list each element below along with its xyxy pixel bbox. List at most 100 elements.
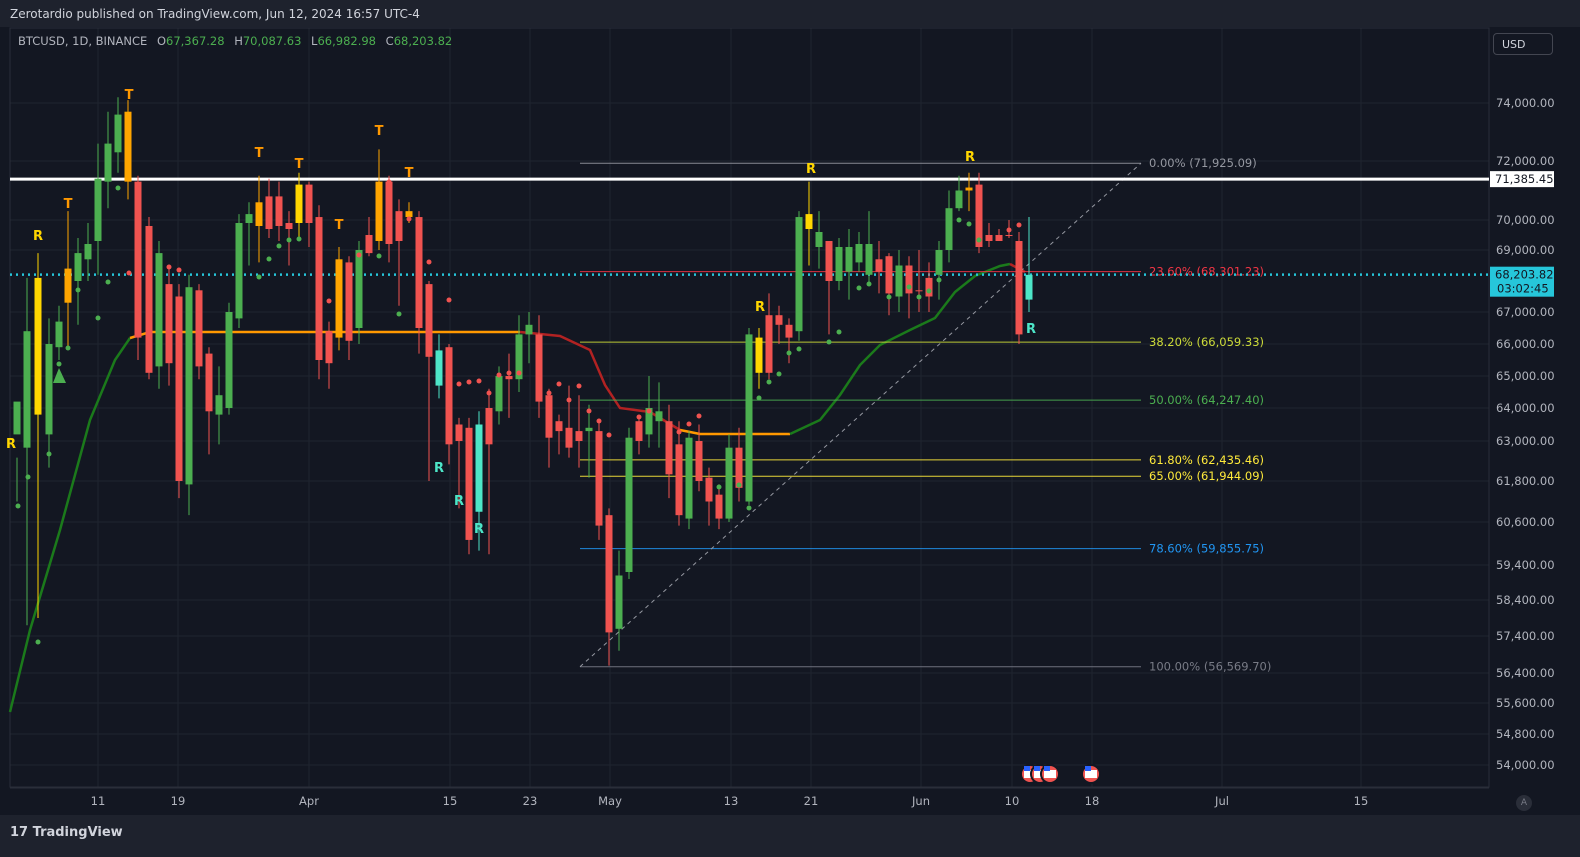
candle (725, 434, 733, 522)
candle-body (395, 211, 403, 241)
candle-body (925, 277, 933, 297)
fib-level-label: 100.00% (56,569.70) (1149, 660, 1271, 674)
signal-marker-t: T (405, 166, 414, 181)
candle (215, 366, 223, 445)
candle (94, 143, 102, 275)
fib-level-label: 50.00% (64,247.40) (1149, 393, 1264, 407)
candle (124, 100, 132, 200)
currency-button[interactable]: USD (1493, 33, 1553, 55)
signal-marker-r: R (6, 437, 16, 452)
candle (104, 111, 112, 209)
candle (745, 328, 753, 505)
candle (295, 172, 303, 238)
candle (415, 211, 423, 354)
candle (205, 347, 213, 455)
signal-dot (176, 267, 182, 273)
candle (665, 404, 673, 499)
candle-body (965, 187, 973, 191)
candle (435, 334, 443, 399)
signal-marker-t: T (375, 124, 384, 139)
auto-scale-button[interactable]: A (1516, 795, 1532, 811)
signal-dot (326, 298, 332, 304)
candle (325, 321, 333, 389)
candle (165, 268, 173, 386)
candle-body (34, 277, 42, 415)
candle-body (455, 424, 463, 441)
candle (515, 315, 523, 392)
signal-dot (646, 408, 652, 414)
candle-body (94, 178, 102, 241)
candle-body (715, 494, 723, 519)
signal-dot (126, 270, 132, 276)
candle-body (905, 265, 913, 294)
tradingview-logo[interactable]: 𝟭𝟳 TradingView (10, 825, 123, 840)
candle-body (275, 196, 283, 226)
fib-level-label: 61.80% (62,435.46) (1149, 453, 1264, 467)
signal-dot (676, 429, 682, 435)
candle (845, 229, 853, 300)
candle (505, 353, 513, 418)
candle (114, 97, 122, 173)
price-tick-label: 74,000.00 (1496, 96, 1555, 110)
candle (785, 318, 793, 364)
price-tick-label: 58,400.00 (1496, 593, 1555, 607)
candle (365, 217, 373, 257)
candle-body (104, 143, 112, 182)
candle (865, 211, 873, 285)
candle (315, 205, 323, 380)
candle-body (415, 217, 423, 328)
candle-body (175, 296, 183, 481)
candle-body (345, 262, 353, 341)
candle-body (945, 208, 953, 250)
candle-body (795, 217, 803, 332)
moving-average-line (8, 262, 1026, 713)
candle-body (665, 421, 673, 475)
candle-body (865, 244, 873, 275)
candle (945, 190, 953, 263)
candle (965, 172, 973, 212)
signal-dot (75, 287, 81, 293)
candle-body (365, 235, 373, 254)
signal-dot (916, 294, 922, 300)
signal-dot (516, 370, 522, 376)
signal-dot (456, 381, 462, 387)
signal-dot (1006, 227, 1012, 233)
publisher-bar: Zerotardio published on TradingView.com,… (0, 0, 1580, 27)
low-value: 66,982.98 (317, 34, 376, 48)
flag-canton (1044, 766, 1050, 771)
candle (345, 256, 353, 360)
candle (375, 149, 383, 250)
candle (955, 175, 963, 212)
countdown-tag-text: 03:02:45 (1497, 282, 1549, 296)
candle (575, 395, 583, 468)
signal-dot (906, 284, 912, 290)
signal-dot (396, 311, 402, 317)
candle-body (55, 321, 63, 348)
signal-dot (956, 217, 962, 223)
candle-body (815, 232, 823, 247)
candle (155, 241, 163, 389)
symbol-legend[interactable]: BTCUSD, 1D, BINANCE O67,367.28 H70,087.6… (18, 34, 453, 48)
candle-body (425, 284, 433, 357)
signal-dot (796, 346, 802, 352)
candle-body (985, 235, 993, 241)
candle-body (155, 253, 163, 367)
signal-marker-t: T (125, 88, 134, 103)
fib-level-label: 38.20% (66,059.33) (1149, 335, 1264, 349)
candle-body (375, 181, 383, 241)
time-tick-label: 15 (443, 794, 458, 808)
us-flag-event-icon (1040, 764, 1060, 784)
candle-body (23, 331, 31, 448)
candle (34, 253, 42, 618)
signal-dot (766, 379, 772, 385)
price-tick-label: 64,000.00 (1496, 401, 1555, 415)
price-tick-label: 70,000.00 (1496, 213, 1555, 227)
signal-dot (95, 315, 101, 321)
signal-dot (576, 383, 582, 389)
moving-average-segment (789, 262, 1011, 436)
time-tick-label: 23 (523, 794, 538, 808)
signal-marker-t: T (64, 197, 73, 212)
candle (265, 178, 273, 238)
